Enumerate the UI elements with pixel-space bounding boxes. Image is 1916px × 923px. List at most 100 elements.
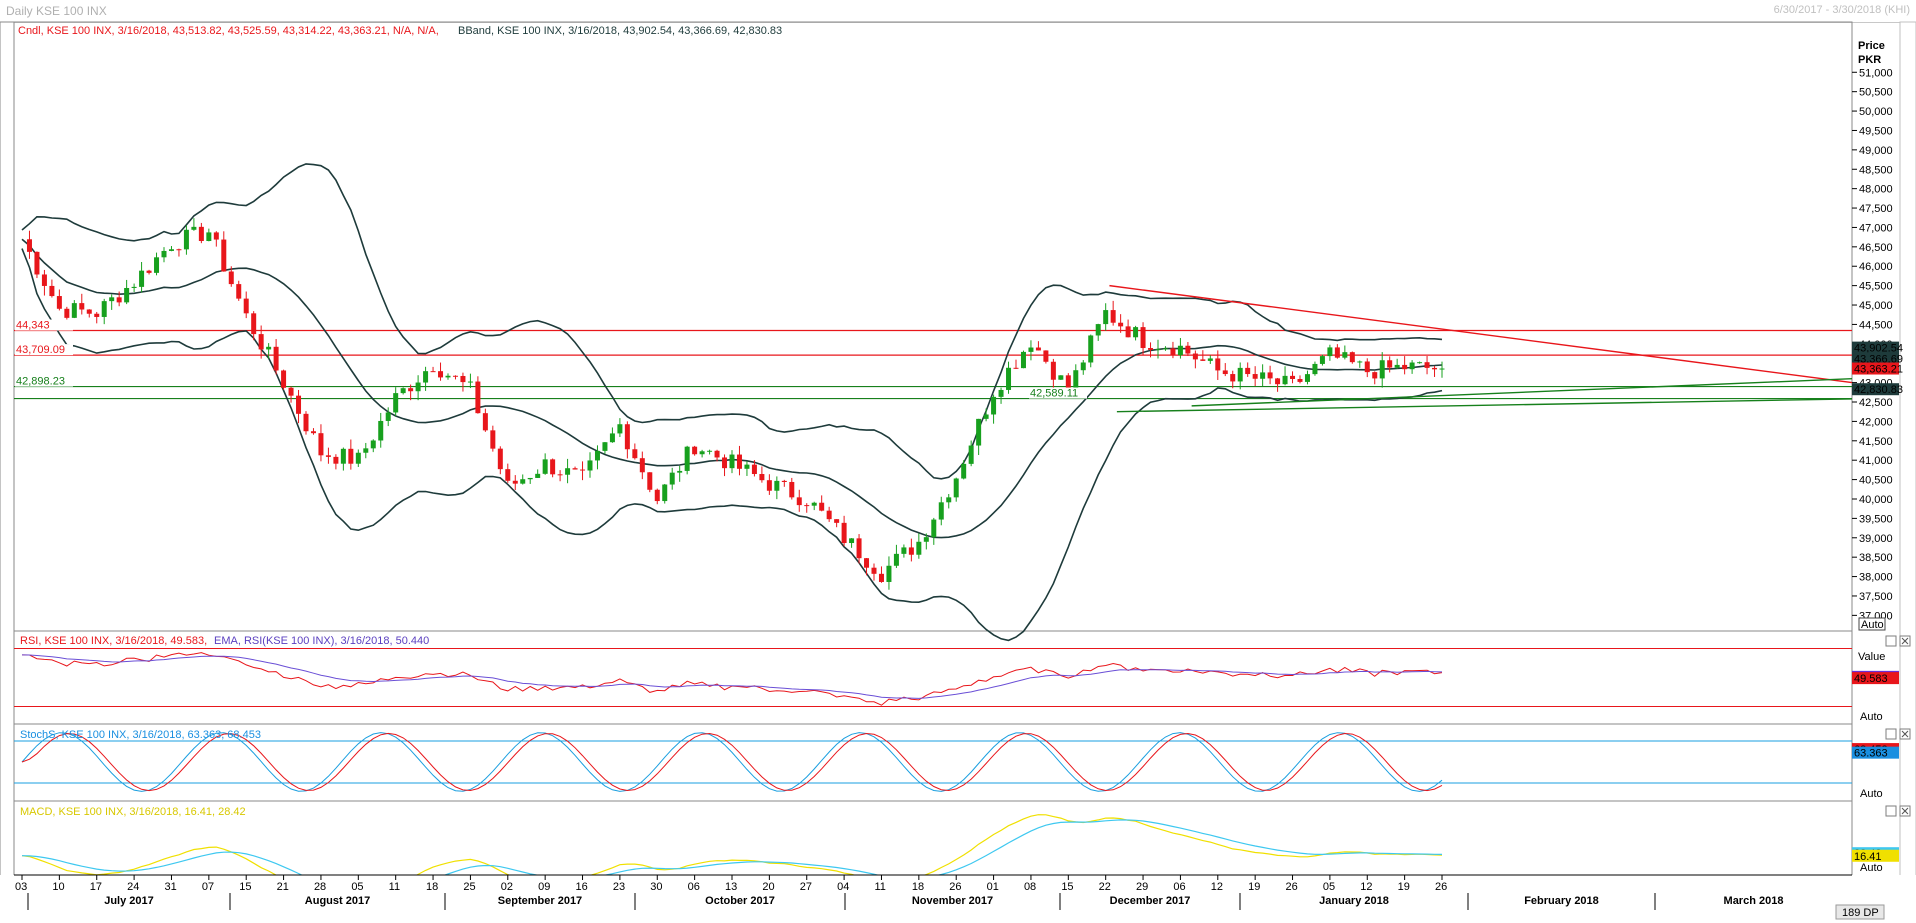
- price-tag: [1852, 341, 1899, 354]
- rsi-line: [21, 652, 1443, 706]
- candle-body: [1162, 348, 1168, 350]
- close-icon: [1901, 730, 1909, 738]
- candle-body: [931, 519, 937, 538]
- panel-minimize-button[interactable]: [1885, 635, 1897, 647]
- y-tick-label: 38,000: [1859, 572, 1893, 584]
- y-tick-label: 41,500: [1859, 436, 1893, 448]
- candle-body: [325, 455, 331, 457]
- panel-buttons: [1885, 635, 1911, 817]
- candle-body: [1006, 367, 1012, 390]
- hline-label-bg: [1029, 387, 1087, 399]
- candle-body: [445, 375, 451, 378]
- candle-body: [475, 381, 481, 414]
- x-day-label: 06: [1173, 881, 1185, 893]
- axis-title-price: Price: [1858, 40, 1885, 52]
- candle-body: [512, 480, 518, 484]
- candle-body: [183, 229, 189, 250]
- hline-label-bg: [15, 319, 73, 331]
- stoch-auto-label[interactable]: Auto: [1860, 788, 1883, 800]
- y-tick-label: 38,500: [1859, 552, 1893, 564]
- candle-body: [1073, 370, 1079, 392]
- candle-body: [871, 567, 877, 574]
- candle-body: [1327, 347, 1333, 357]
- support-trendline[interactable]: [1191, 378, 1853, 407]
- bband-lower: [21, 248, 1443, 642]
- candle-body: [213, 232, 219, 240]
- hline-label: 42,898.23: [16, 376, 65, 388]
- candle-body: [266, 346, 272, 350]
- x-day-label: 07: [202, 881, 214, 893]
- y-tick-label: 46,000: [1859, 261, 1893, 273]
- candle-body: [1185, 345, 1191, 354]
- candle-body: [206, 232, 212, 242]
- candle-body: [834, 519, 840, 523]
- candle-body: [1170, 348, 1176, 356]
- candle-body: [251, 313, 257, 335]
- rsi-auto-label[interactable]: Auto: [1860, 711, 1883, 723]
- candle-body: [273, 346, 279, 371]
- candle-body: [86, 309, 92, 314]
- y-tick-label: 49,500: [1859, 125, 1893, 137]
- stoch-k-line: [21, 732, 1443, 792]
- left-scroll-strip[interactable]: [0, 21, 15, 896]
- candle-body: [1200, 359, 1206, 361]
- price-tag-label: 43,363.21: [1854, 364, 1903, 376]
- hline-label-bg: [15, 375, 73, 387]
- candle-body: [221, 239, 227, 272]
- support-trendline-lower[interactable]: [1116, 398, 1853, 413]
- y-tick-label: 51,000: [1859, 67, 1893, 79]
- candle-body: [438, 371, 444, 378]
- auto-scale-button[interactable]: [1858, 617, 1886, 631]
- panel-minimize-button[interactable]: [1885, 805, 1897, 817]
- x-month-label: July 2017: [104, 895, 154, 907]
- candle-body: [41, 274, 47, 286]
- candle-body: [535, 473, 541, 478]
- candle-body: [1125, 326, 1131, 338]
- candle-body: [1155, 349, 1161, 351]
- macd-tag: [1852, 849, 1899, 862]
- panel-minimize-button[interactable]: [1885, 728, 1897, 740]
- candle-body: [662, 484, 668, 502]
- right-scroll-strip[interactable]: [1899, 21, 1916, 896]
- candle-body: [587, 460, 593, 471]
- candle-body: [318, 433, 324, 456]
- stochastic-lines: [14, 732, 1852, 792]
- candle-body: [961, 463, 967, 479]
- candle-body: [1290, 375, 1296, 380]
- candle-body: [968, 445, 974, 464]
- candle-body: [1133, 327, 1139, 338]
- candle-body: [953, 478, 959, 498]
- x-day-label: 15: [1061, 881, 1073, 893]
- x-day-label: 04: [837, 881, 849, 893]
- candle-body: [400, 388, 406, 394]
- price-tag-label: 43,366.69: [1854, 353, 1903, 365]
- macd-auto-label[interactable]: Auto: [1860, 862, 1883, 874]
- candle-body: [423, 371, 429, 383]
- close-icon: [1901, 807, 1909, 815]
- candle-body: [692, 446, 698, 455]
- hline-label-bg: [15, 344, 73, 356]
- y-tick-label: 45,500: [1859, 281, 1893, 293]
- x-day-label: 17: [90, 881, 102, 893]
- candle-body: [1020, 351, 1026, 369]
- candle-body: [1065, 375, 1071, 392]
- candle-body: [1417, 362, 1423, 364]
- candle-body: [49, 285, 55, 297]
- candle-body: [789, 481, 795, 498]
- candle-body: [669, 472, 675, 485]
- price-panel-frame: [13, 21, 1853, 632]
- x-day-label: 09: [538, 881, 550, 893]
- rsi-ema-line: [21, 654, 1443, 699]
- stoch-legend: StochS, KSE 100 INX, 3/16/2018, 63.363, …: [20, 729, 261, 741]
- candle-body: [1304, 374, 1310, 382]
- resistance-trendline[interactable]: [1109, 284, 1853, 384]
- price-tag-label: 42,830.83: [1854, 384, 1903, 396]
- x-day-label: 12: [1360, 881, 1372, 893]
- candle-body: [811, 502, 817, 506]
- candle-body: [1088, 335, 1094, 363]
- candle-body: [1409, 362, 1415, 370]
- candle-body: [878, 573, 884, 582]
- candle-body: [849, 538, 855, 544]
- candle-body: [467, 381, 473, 383]
